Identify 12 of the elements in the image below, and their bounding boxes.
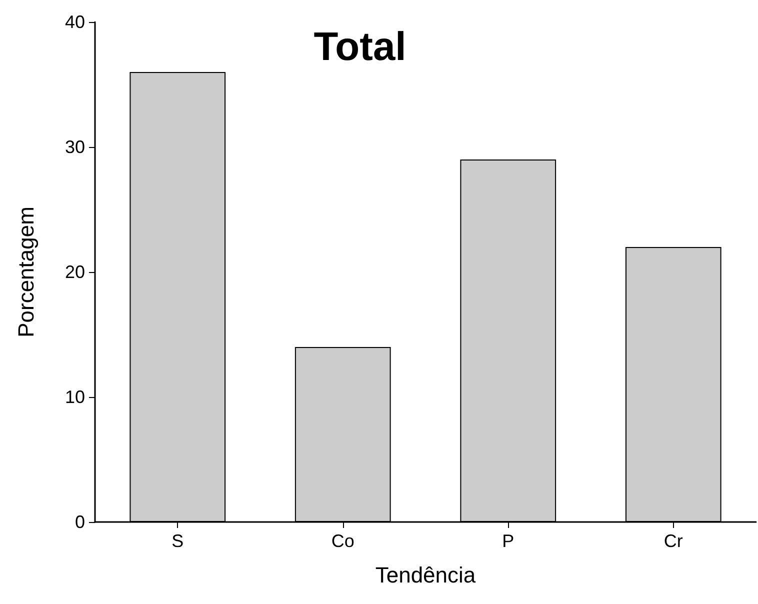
y-tick-label: 30 <box>64 137 85 157</box>
y-tick-label: 40 <box>64 12 85 32</box>
x-tick-label: Co <box>331 531 354 551</box>
x-axis-title: Tendência <box>375 562 476 588</box>
x-tick-label: P <box>502 531 514 551</box>
y-axis-title: Porcentagem <box>14 206 38 338</box>
y-tick-label: 20 <box>64 262 85 282</box>
y-tick-label: 10 <box>64 387 85 407</box>
chart-title: Total <box>314 25 406 69</box>
x-tick-label: Cr <box>664 531 683 551</box>
y-tick-label: 0 <box>74 512 85 532</box>
x-tick-label: S <box>172 531 184 551</box>
